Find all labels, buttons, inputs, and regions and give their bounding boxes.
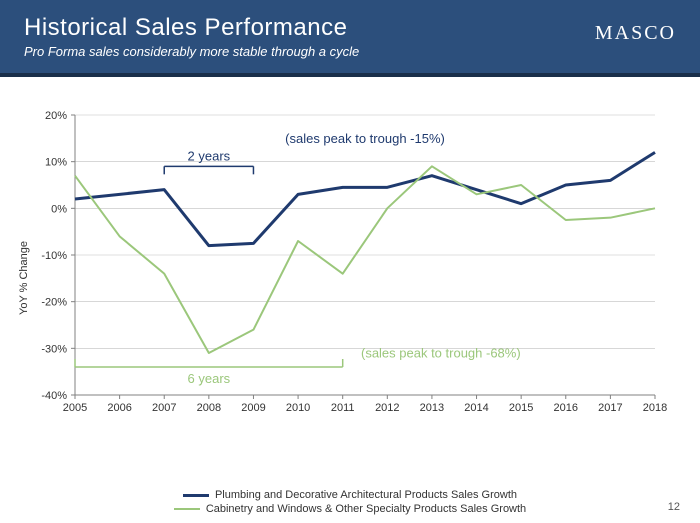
svg-text:2012: 2012 bbox=[375, 402, 399, 414]
svg-text:2006: 2006 bbox=[107, 402, 131, 414]
svg-text:(sales peak to trough -68%): (sales peak to trough -68%) bbox=[361, 346, 521, 361]
svg-text:2008: 2008 bbox=[197, 402, 221, 414]
svg-text:-10%: -10% bbox=[41, 250, 67, 262]
svg-text:2009: 2009 bbox=[241, 402, 265, 414]
chart-legend: Plumbing and Decorative Architectural Pr… bbox=[0, 488, 700, 516]
svg-text:-30%: -30% bbox=[41, 343, 67, 355]
legend-label: Cabinetry and Windows & Other Specialty … bbox=[206, 503, 526, 515]
svg-text:2013: 2013 bbox=[420, 402, 444, 414]
svg-text:2016: 2016 bbox=[554, 402, 578, 414]
line-chart: -40% -30% -20% -10% 0% 10% 20% 2005 2006 2007 2008… bbox=[0, 95, 700, 435]
page-number: 12 bbox=[668, 501, 680, 513]
svg-text:2 years: 2 years bbox=[188, 148, 231, 163]
y-axis-label: YoY % Change bbox=[18, 241, 30, 315]
legend-label: Plumbing and Decorative Architectural Pr… bbox=[215, 489, 517, 501]
slide-title: Historical Sales Performance bbox=[24, 14, 676, 42]
svg-text:2007: 2007 bbox=[152, 402, 176, 414]
slide-header: Historical Sales Performance Pro Forma s… bbox=[0, 0, 700, 77]
legend-item: Plumbing and Decorative Architectural Pr… bbox=[183, 489, 517, 501]
legend-item: Cabinetry and Windows & Other Specialty … bbox=[174, 503, 526, 515]
svg-text:(sales peak to trough -15%): (sales peak to trough -15%) bbox=[285, 131, 445, 146]
svg-text:2005: 2005 bbox=[63, 402, 87, 414]
svg-text:2018: 2018 bbox=[643, 402, 667, 414]
slide-subtitle: Pro Forma sales considerably more stable… bbox=[24, 44, 676, 59]
svg-text:6 years: 6 years bbox=[188, 371, 231, 386]
svg-text:-20%: -20% bbox=[41, 297, 67, 309]
chart-container: YoY % Change -40% -30% -20% -10% 0% 10% 20% 200… bbox=[0, 95, 700, 455]
svg-text:2010: 2010 bbox=[286, 402, 310, 414]
svg-text:0%: 0% bbox=[51, 203, 67, 215]
svg-text:10%: 10% bbox=[45, 157, 67, 169]
svg-text:2017: 2017 bbox=[598, 402, 622, 414]
legend-swatch bbox=[183, 494, 209, 497]
svg-text:20%: 20% bbox=[45, 110, 67, 122]
svg-text:2014: 2014 bbox=[464, 402, 488, 414]
svg-text:-40%: -40% bbox=[41, 390, 67, 402]
svg-text:2015: 2015 bbox=[509, 402, 533, 414]
svg-text:2011: 2011 bbox=[331, 402, 355, 414]
legend-swatch bbox=[174, 508, 200, 510]
company-logo: MASCO bbox=[595, 22, 676, 45]
